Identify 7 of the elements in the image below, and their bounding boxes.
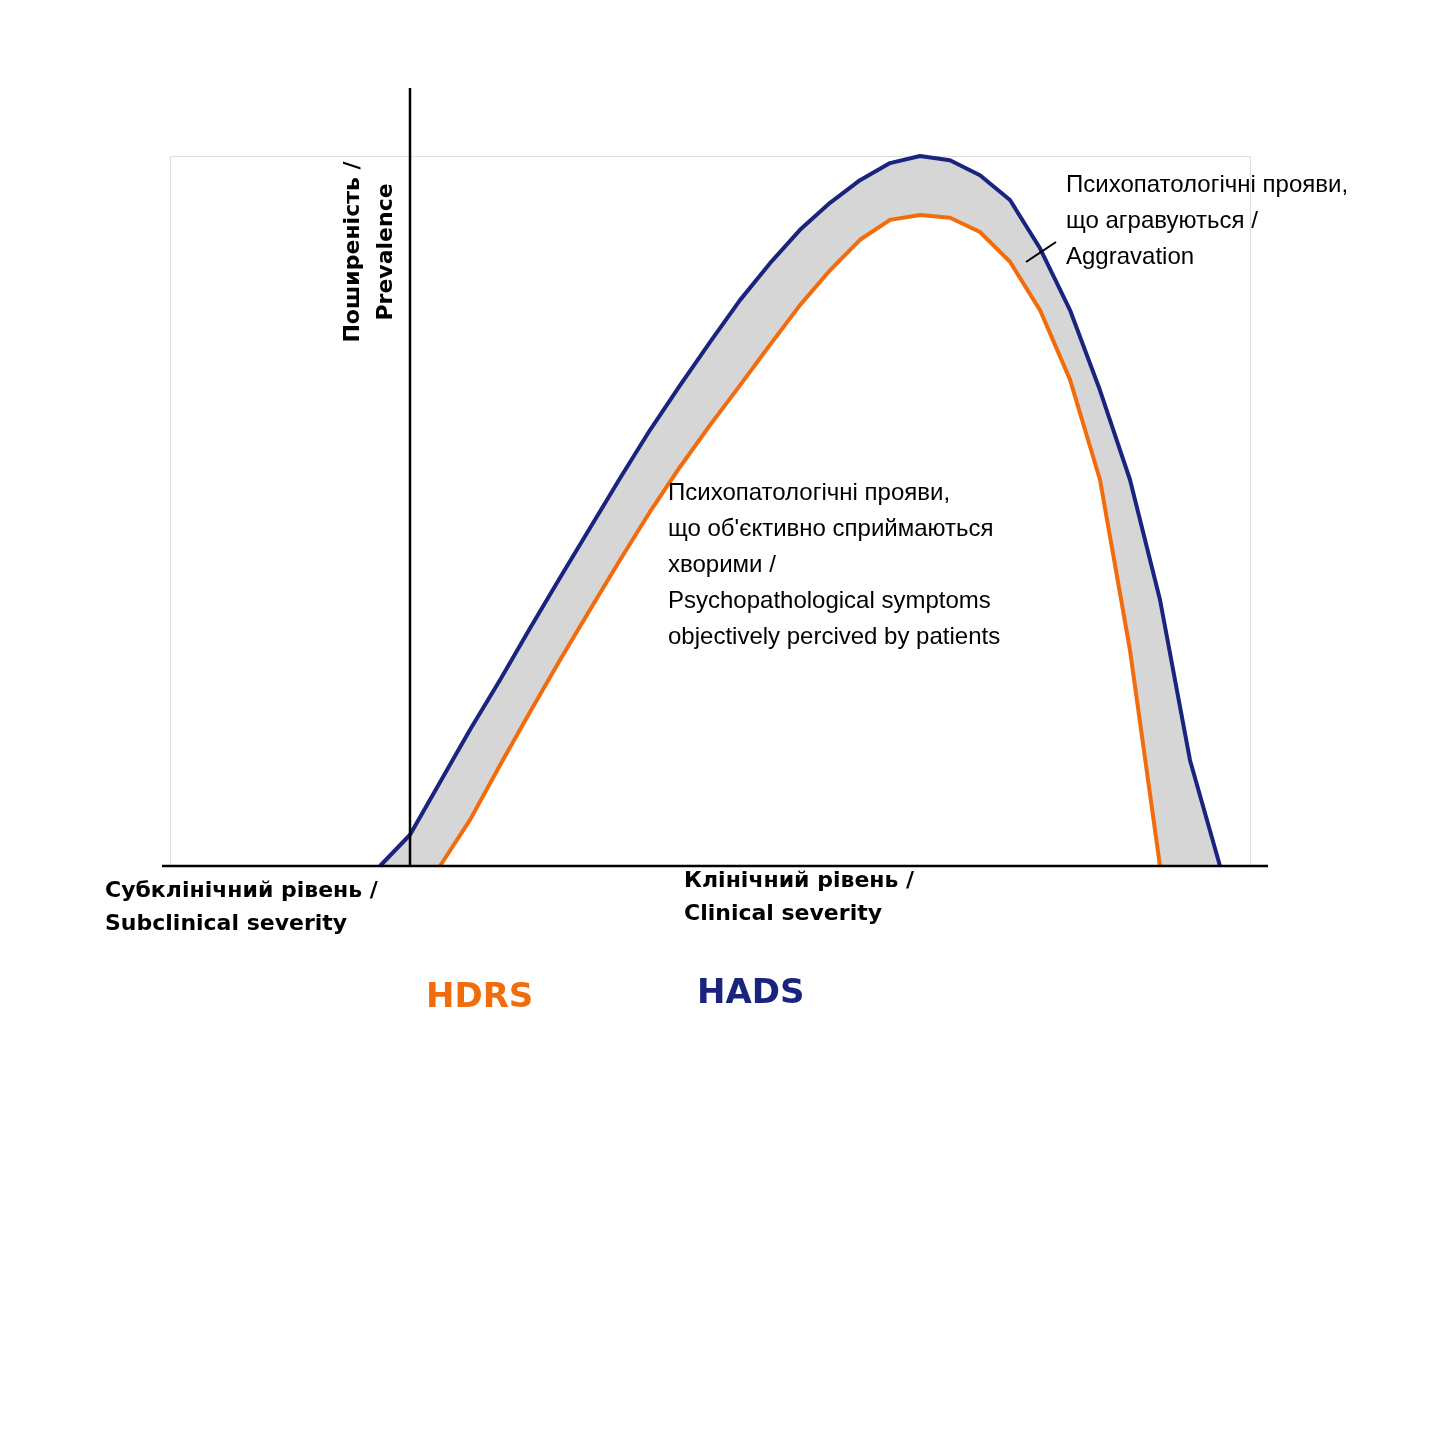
y-axis-title: Поширеність / Prevalence xyxy=(339,160,397,343)
annotation: Психопатологічні прояви, що об'єктивно сприймаються хворими / Psychopathological symptoms objectively percived by patients xyxy=(668,478,1001,649)
text: Клінічний рівень / Clinical severity xyxy=(684,867,916,925)
text: Субклінічний рівень / Subclinical severity xyxy=(105,877,379,935)
text: HDRS xyxy=(426,975,534,1015)
annotation: Психопатологічні прояви, що агравуються / Aggravation xyxy=(1066,170,1349,269)
text: HADS xyxy=(697,971,805,1011)
